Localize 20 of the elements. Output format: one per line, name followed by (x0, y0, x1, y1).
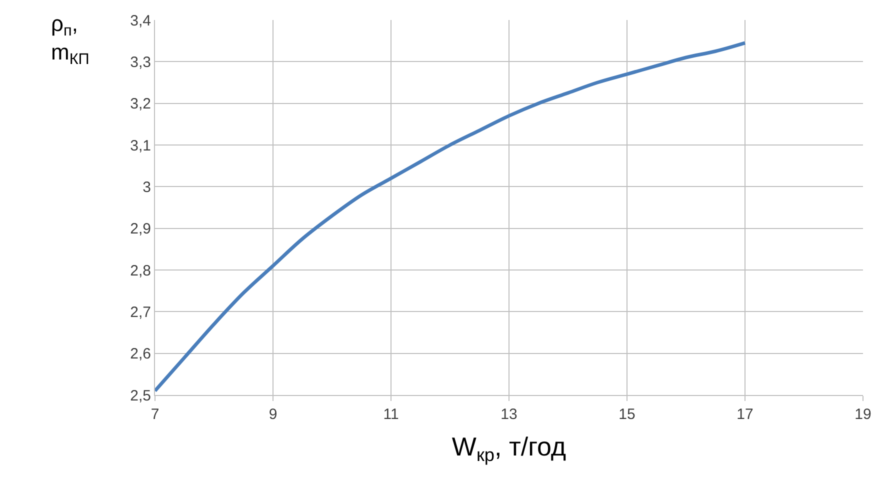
x-tick-label: 15 (618, 406, 636, 423)
line-series (155, 41, 747, 393)
y-axis-title: ρ$_{п}$, m$_{КП}$ (51, 11, 90, 68)
y-tick-label: 2,6 (130, 346, 151, 363)
x-tick-label: 17 (736, 406, 754, 423)
y-tick-label: 2,8 (130, 262, 151, 280)
x-tick-label: 19 (854, 406, 872, 423)
x-tick-label: 13 (500, 406, 518, 423)
y-tick-label: 2,9 (130, 220, 151, 238)
y-tick-label: 2,7 (130, 304, 151, 321)
y-tick-label: 3,2 (130, 96, 151, 113)
x-tick-label: 9 (268, 406, 278, 423)
y-tick-label: 3,1 (130, 137, 151, 154)
y-tick-label: 3,3 (130, 54, 151, 71)
x-axis-title: W$_{кр}$, т/год (452, 432, 566, 466)
y-tick-label: 3,4 (130, 12, 151, 30)
x-tick-label: 11 (383, 406, 399, 423)
y-tick-label: 2,5 (130, 387, 151, 404)
y-tick-label: 3 (142, 178, 151, 196)
x-tick-label: 7 (150, 406, 160, 423)
